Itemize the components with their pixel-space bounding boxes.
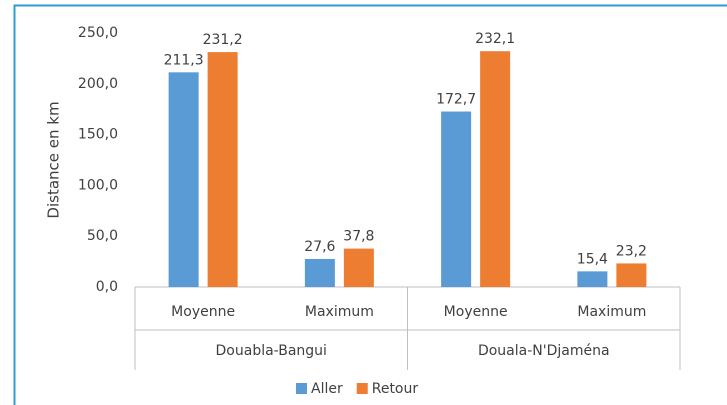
- frame: [13, 4, 727, 405]
- data-label: 172,7: [436, 92, 476, 108]
- bar: [577, 271, 608, 287]
- x-tick-label: Maximum: [577, 304, 646, 320]
- bar: [343, 248, 374, 287]
- bar: [304, 258, 335, 287]
- x-tick-label: Maximum: [305, 304, 374, 320]
- legend-label: Aller: [311, 381, 343, 397]
- bar: [441, 111, 472, 287]
- y-tick-label: 0,0: [96, 279, 118, 295]
- bar: [207, 52, 238, 287]
- data-label: 23,2: [616, 243, 647, 259]
- bar: [616, 263, 647, 287]
- y-tick-label: 100,0: [78, 177, 118, 193]
- data-label: 15,4: [577, 251, 608, 267]
- x-tick-label: Moyenne: [171, 304, 235, 320]
- y-tick-label: 50,0: [87, 228, 118, 244]
- legend-swatch: [356, 383, 368, 394]
- legend-swatch: [296, 383, 307, 394]
- data-label: 231,2: [203, 32, 243, 48]
- data-label: 232,1: [475, 31, 515, 47]
- y-tick-label: 250,0: [78, 25, 118, 41]
- x-tick-label: Moyenne: [444, 304, 508, 320]
- y-tick-label: 200,0: [78, 76, 118, 92]
- data-label: 37,8: [343, 229, 374, 245]
- y-tick-label: 150,0: [78, 127, 118, 143]
- y-axis-label: Distance en km: [45, 101, 63, 218]
- bar: [168, 72, 199, 287]
- data-label: 211,3: [164, 52, 204, 68]
- bar: [480, 51, 511, 287]
- legend-label: Retour: [372, 381, 419, 397]
- group-label: Douala-N'Djaména: [478, 343, 610, 359]
- data-label: 27,6: [304, 239, 335, 255]
- group-label: Douabla-Bangui: [216, 343, 327, 359]
